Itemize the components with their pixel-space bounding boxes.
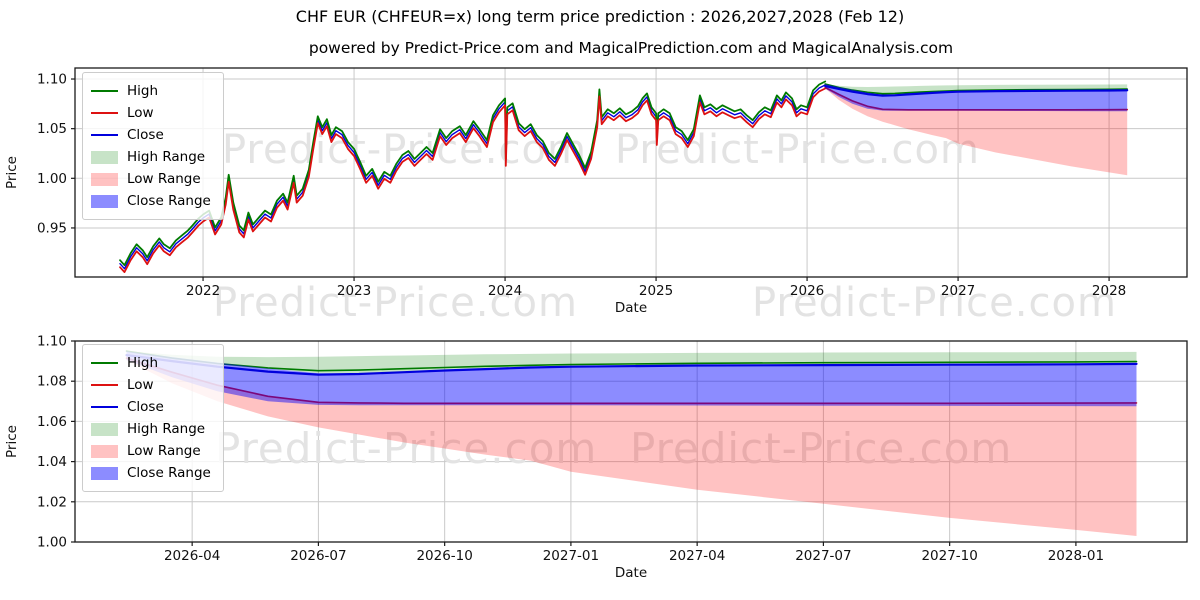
x-tick-label: 2026-10 xyxy=(416,548,472,564)
series-band xyxy=(126,358,1137,536)
y-tick-label: 0.95 xyxy=(37,220,67,236)
y-tick-label: 1.04 xyxy=(37,454,67,470)
legend-label: High xyxy=(127,83,159,99)
legend-item-low-range: Low Range xyxy=(91,168,213,190)
series-line xyxy=(119,80,827,267)
legend-label: Low Range xyxy=(127,443,201,459)
x-tick-label: 2028-01 xyxy=(1048,548,1104,564)
y-axis-label: Price xyxy=(4,156,20,189)
legend-label: Close xyxy=(127,127,164,143)
series-band xyxy=(825,87,1128,176)
x-tick-label: 2027-07 xyxy=(795,548,851,564)
series-line xyxy=(119,87,827,274)
legend-label: Low Range xyxy=(127,171,201,187)
watermark: Predict-Price.com xyxy=(752,280,1117,326)
x-axis-label: Date xyxy=(615,565,647,581)
series-line xyxy=(125,350,1138,372)
legend-label: Low xyxy=(127,105,154,121)
y-tick-label: 1.08 xyxy=(37,374,67,390)
legend-item-high: High xyxy=(91,352,213,374)
legend-item-high-range: High Range xyxy=(91,146,213,168)
high-line-swatch-icon xyxy=(91,361,118,365)
x-tick-label: 2024 xyxy=(488,283,522,299)
legend-item-low: Low xyxy=(91,102,213,124)
watermark: Predict-Price.com xyxy=(615,127,980,173)
plot-border xyxy=(74,67,1188,278)
x-tick-label: 2026 xyxy=(790,283,824,299)
x-tick-label: 2028 xyxy=(1092,283,1126,299)
close-range-swatch-icon xyxy=(91,194,118,208)
legend-label: Close xyxy=(127,399,164,415)
series-band xyxy=(126,351,1137,407)
legend-item-close: Close xyxy=(91,124,213,146)
y-tick-label: 1.06 xyxy=(37,414,67,430)
high-line-swatch-icon xyxy=(91,89,118,93)
page-title: CHF EUR (CHFEUR=x) long term price predi… xyxy=(295,7,905,26)
x-tick-label: 2023 xyxy=(337,283,371,299)
series-line xyxy=(824,86,1128,111)
series-line xyxy=(824,84,1129,97)
watermark: Predict-Price.com xyxy=(215,424,597,473)
watermark: Predict-Price.com xyxy=(213,280,578,326)
y-tick-label: 1.10 xyxy=(37,334,67,350)
y-tick-label: 1.05 xyxy=(37,121,67,137)
low-line-swatch-icon xyxy=(91,383,118,387)
y-tick-label: 1.02 xyxy=(37,494,67,510)
y-tick-label: 1.00 xyxy=(37,535,67,551)
legend-top: High Low Close High Range Low Range Clos… xyxy=(82,72,224,220)
series-line xyxy=(125,354,1138,376)
low-range-swatch-icon xyxy=(91,444,118,458)
legend-item-high-range: High Range xyxy=(91,418,213,440)
x-tick-label: 2027 xyxy=(941,283,975,299)
close-line-swatch-icon xyxy=(91,405,118,409)
low-range-swatch-icon xyxy=(91,172,118,186)
y-tick-label: 1.10 xyxy=(37,72,67,88)
high-range-swatch-icon xyxy=(91,422,118,436)
x-tick-label: 2027-10 xyxy=(921,548,977,564)
legend-item-close: Close xyxy=(91,396,213,418)
x-tick-label: 2026-04 xyxy=(164,548,220,564)
series-line xyxy=(125,357,1138,405)
close-range-swatch-icon xyxy=(91,466,118,480)
x-tick-label: 2027-01 xyxy=(543,548,599,564)
legend-label: High xyxy=(127,355,159,371)
x-tick-label: 2026-07 xyxy=(290,548,346,564)
legend-label: Low xyxy=(127,377,154,393)
legend-label: Close Range xyxy=(127,193,211,209)
legend-bottom: High Low Close High Range Low Range Clos… xyxy=(82,344,224,492)
plot-border xyxy=(74,340,1188,543)
page-subtitle: powered by Predict-Price.com and Magical… xyxy=(308,39,954,57)
close-line-swatch-icon xyxy=(91,133,118,137)
x-tick-label: 2027-04 xyxy=(669,548,725,564)
y-axis-label: Price xyxy=(4,425,20,458)
legend-item-low: Low xyxy=(91,374,213,396)
x-tick-label: 2025 xyxy=(639,283,673,299)
legend-label: High Range xyxy=(127,421,206,437)
legend-label: Close Range xyxy=(127,465,211,481)
legend-label: High Range xyxy=(127,149,206,165)
legend-item-low-range: Low Range xyxy=(91,440,213,462)
watermark: Predict-Price.com xyxy=(630,424,1012,473)
series-band xyxy=(825,84,1128,96)
x-tick-label: 2022 xyxy=(186,283,220,299)
y-tick-label: 1.00 xyxy=(37,171,67,187)
legend-item-high: High xyxy=(91,80,213,102)
series-line xyxy=(119,84,826,270)
low-line-swatch-icon xyxy=(91,111,118,115)
x-axis-label: Date xyxy=(615,300,647,316)
legend-item-close-range: Close Range xyxy=(91,462,213,484)
high-range-swatch-icon xyxy=(91,150,118,164)
series-line xyxy=(824,83,1128,95)
series-band xyxy=(126,351,1137,374)
legend-item-close-range: Close Range xyxy=(91,190,213,212)
